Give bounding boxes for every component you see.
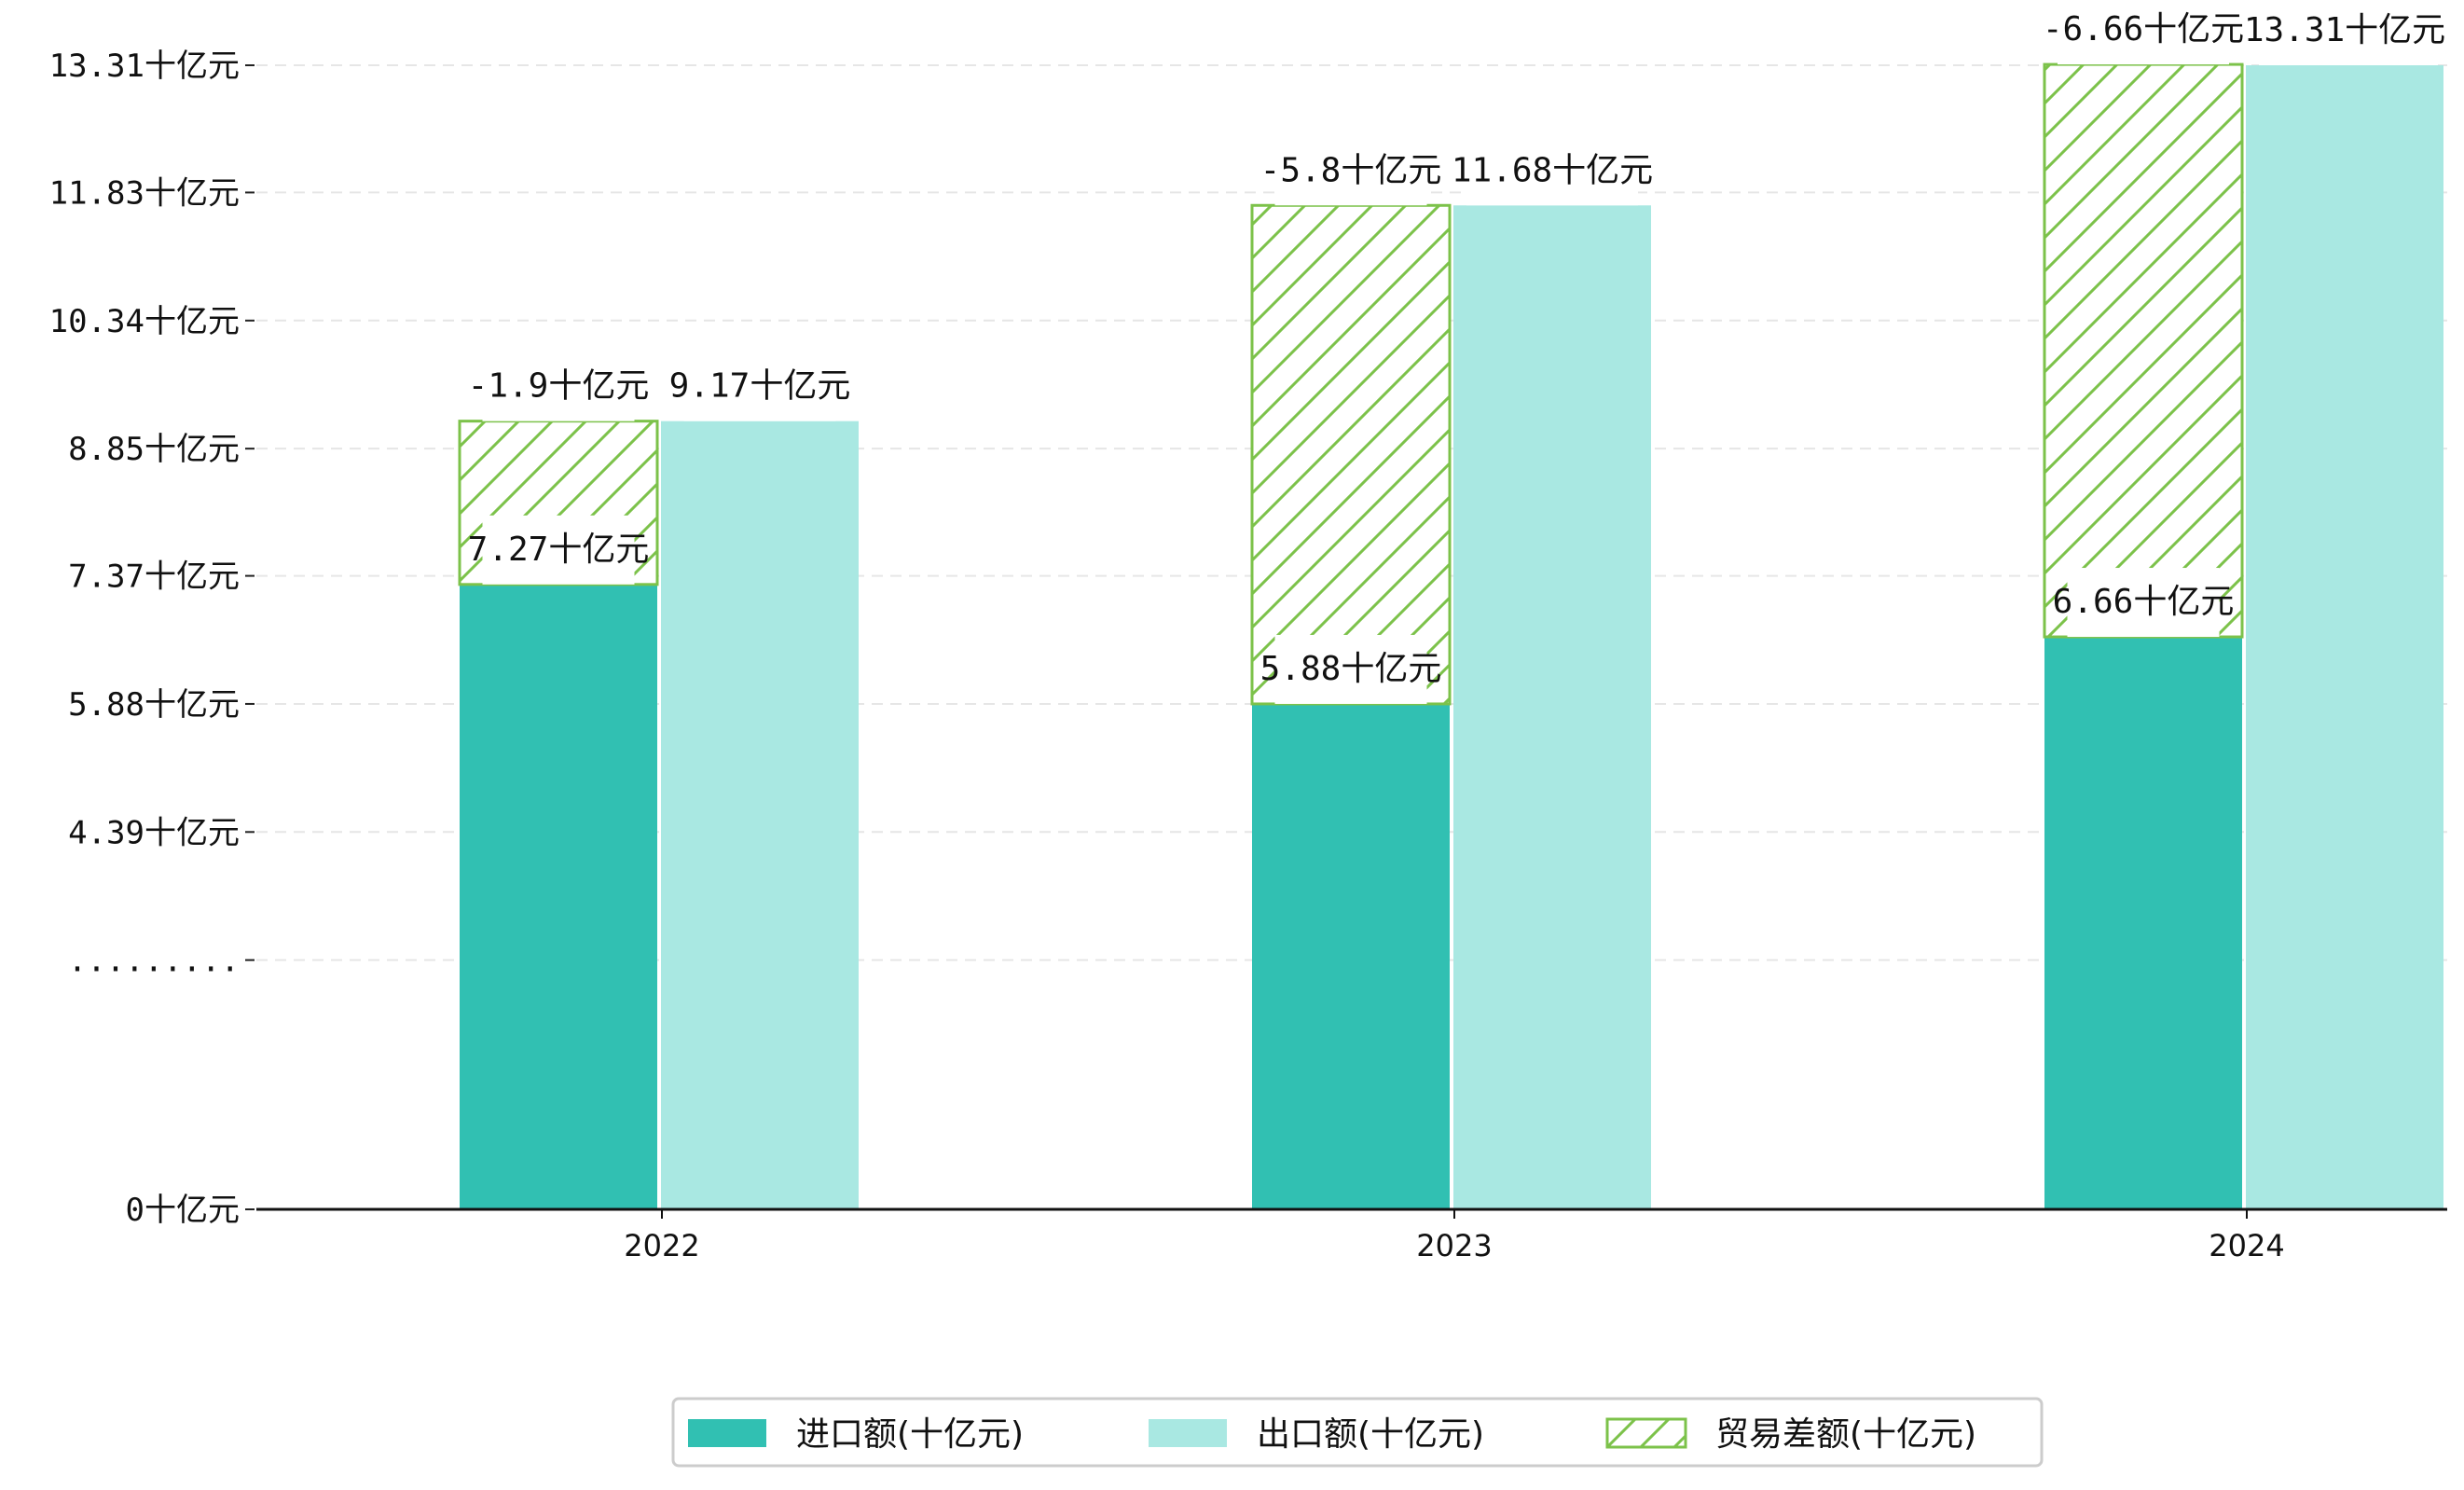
label-import-2022-bg [482,515,635,585]
bar-labels: 7.27十亿元 -1.9十亿元 9.17十亿元 5.88十亿元 -5.8十亿元 11.68… [468,0,2445,704]
label-export-2024-group: 13.31十亿元 [2244,0,2445,65]
y-tick-label: 13.31十亿元 [49,48,240,85]
bar-export-2024 [2246,65,2443,1209]
label-import-2022: 7.27十亿元 [468,531,650,569]
y-tick-label: 5.88十亿元 [68,686,240,724]
label-export-2022-group: 9.17十亿元 [669,352,851,421]
bar-import-2022 [460,584,657,1209]
label-import-2023-group: 5.88十亿元 [1260,634,1442,704]
legend-frame [671,1397,2044,1468]
bar-export-2023 [1453,205,1651,1210]
y-tick-label: 4.39十亿元 [68,814,240,851]
legend-label-balance: 贸易差额(十亿元) [1715,1415,1976,1454]
legend-item-balance[interactable]: 贸易差额(十亿元) [1605,1415,1976,1454]
label-balance-2023-group: -5.8十亿元 [1260,136,1442,206]
bar-export-2022 [661,421,859,1210]
y-tick-label: 11.83十亿元 [49,174,240,212]
legend-item-export[interactable]: 出口额(十亿元) [1149,1415,1484,1454]
label-export-2024-bg [2259,0,2430,65]
label-balance-2022-group: -1.9十亿元 [468,352,650,421]
y-tick-label: ......... [68,943,240,980]
y-axis: 0十亿元......... 4.39十亿元 5.88十亿元 7.37十亿元 8.85十亿… [49,48,255,1229]
label-import-2023-bg [1274,634,1427,704]
label-import-2024: 6.66十亿元 [2053,583,2235,621]
label-export-2022: 9.17十亿元 [669,367,851,406]
y-tick-label: 7.37十亿元 [68,559,240,596]
label-export-2022-bg [683,352,836,421]
label-balance-2023-bg [1274,136,1427,206]
legend[interactable]: 进口额(十亿元) 出口额(十亿元) 贸易差额(十亿元) [671,1397,2044,1468]
legend-label-export: 出口额(十亿元) [1257,1415,1484,1454]
label-export-2024: 13.31十亿元 [2244,11,2445,49]
legend-swatch-export [1149,1419,1227,1447]
x-tick-label: 2023 [1416,1228,1492,1263]
label-balance-2022: -1.9十亿元 [468,367,650,406]
x-axis: 2022 2023 2024 [256,1207,2447,1263]
label-balance-2024-bg [2058,0,2229,65]
y-tick-label: 10.34十亿元 [49,303,240,340]
y-tick-label: 8.85十亿元 [68,431,240,468]
label-balance-2023: -5.8十亿元 [1260,151,1442,189]
legend-swatch-import [688,1419,766,1447]
bar-import-2024 [2044,637,2242,1209]
legend-label-import: 进口额(十亿元) [796,1415,1024,1454]
label-balance-2024-group: -6.66十亿元 [2043,0,2244,65]
y-tick-label: 0十亿元 [126,1192,240,1229]
label-import-2022-group: 7.27十亿元 [468,515,650,585]
legend-item-import[interactable]: 进口额(十亿元) [688,1415,1024,1454]
legend-swatch-balance [1605,1417,1687,1449]
label-export-2023-bg [1466,136,1638,206]
bar-balance-2023 [1250,203,1452,706]
label-export-2023: 11.68十亿元 [1452,151,1653,189]
bar-import-2023 [1252,703,1450,1209]
bars [458,62,2443,1210]
label-balance-2024: -6.66十亿元 [2043,10,2244,48]
label-import-2024-bg [2067,568,2220,638]
label-import-2023: 5.88十亿元 [1260,650,1442,688]
label-export-2023-group: 11.68十亿元 [1452,136,1653,206]
bar-balance-2024 [2043,62,2244,639]
label-import-2024-group: 6.66十亿元 [2053,568,2235,638]
x-tick-label: 2024 [2209,1228,2284,1263]
label-balance-2022-bg [482,352,635,421]
x-tick-label: 2022 [624,1228,699,1263]
